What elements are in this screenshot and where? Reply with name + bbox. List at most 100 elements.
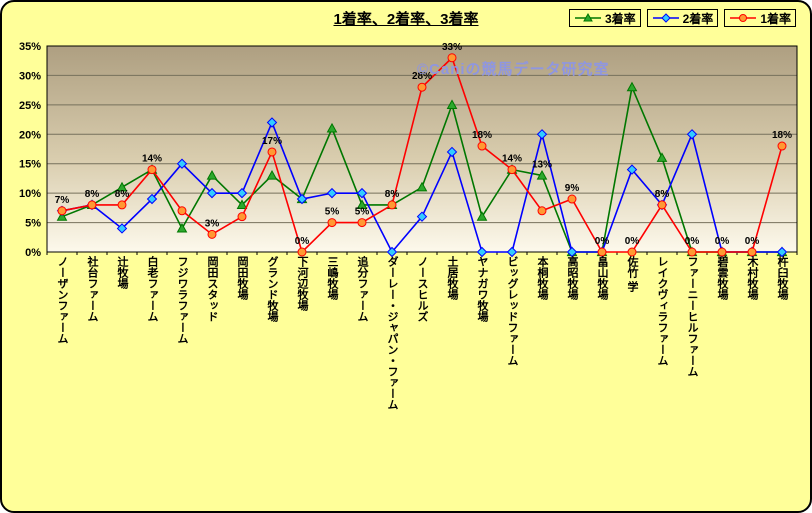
legend-diamond-marker-icon: [652, 12, 680, 24]
data-point-marker: [597, 247, 607, 257]
data-point-marker: [297, 247, 307, 257]
y-axis-tick-label: 5%: [25, 218, 41, 230]
y-axis-tick-label: 10%: [19, 188, 41, 200]
data-point-marker: [117, 200, 127, 210]
data-label: 14%: [502, 154, 522, 165]
data-label: 18%: [772, 130, 792, 141]
data-label: 28%: [412, 71, 432, 82]
data-point-marker: [506, 246, 518, 258]
data-point-marker: [326, 122, 338, 133]
legend-item-rate1: 1着率: [724, 9, 796, 27]
legend-triangle-marker-icon: [574, 12, 602, 24]
data-point-marker: [176, 158, 188, 169]
data-point-marker: [686, 129, 698, 140]
data-point-marker: [417, 82, 427, 92]
data-point-marker: [386, 246, 398, 258]
data-point-marker: [747, 247, 757, 257]
data-label: 13%: [532, 159, 552, 170]
data-point-marker: [56, 211, 68, 221]
legend-label: 3着率: [604, 11, 636, 26]
data-point-marker: [446, 99, 458, 109]
legend-item-rate3: 3着率: [568, 9, 641, 27]
data-point-marker: [416, 181, 428, 192]
data-point-marker: [776, 246, 788, 258]
data-point-marker: [87, 200, 97, 210]
data-point-marker: [267, 147, 277, 157]
data-point-marker: [266, 117, 278, 128]
data-label: 0%: [715, 236, 730, 247]
data-point-marker: [567, 194, 577, 204]
data-point-marker: [57, 206, 67, 216]
y-axis-tick-label: 25%: [19, 100, 41, 112]
chart-title: 1着率、2着率、3着率: [333, 11, 479, 28]
data-point-marker: [717, 247, 727, 257]
legend-circle-marker-icon: [729, 12, 757, 24]
data-point-marker: [116, 181, 128, 192]
data-label: 33%: [442, 42, 462, 53]
data-point-marker: [687, 247, 697, 257]
y-axis-tick-label: 0%: [25, 247, 41, 259]
y-axis-tick-label: 15%: [19, 159, 41, 171]
legend-marker-graphic: [730, 14, 757, 22]
data-point-marker: [656, 152, 668, 162]
data-point-marker: [146, 193, 158, 205]
data-label: 14%: [142, 154, 162, 165]
data-point-marker: [207, 229, 217, 239]
data-label: 5%: [325, 207, 340, 218]
data-point-marker: [446, 146, 458, 158]
data-point-marker: [327, 218, 337, 228]
y-axis-tick-label: 20%: [19, 129, 41, 141]
data-label: 7%: [55, 195, 70, 206]
data-point-marker: [356, 199, 368, 210]
data-point-marker: [296, 193, 308, 205]
data-label: 0%: [745, 236, 760, 247]
data-point-marker: [177, 206, 187, 216]
data-point-marker: [357, 218, 367, 228]
data-point-marker: [147, 165, 157, 175]
data-point-marker: [476, 211, 488, 221]
data-point-marker: [477, 141, 487, 151]
data-label: 3%: [205, 218, 220, 229]
data-label: 0%: [625, 236, 640, 247]
data-point-marker: [447, 53, 457, 63]
y-axis-tick-label: 35%: [19, 41, 41, 53]
data-point-marker: [566, 246, 578, 258]
data-point-marker: [237, 212, 247, 222]
legend-label: 2着率: [682, 11, 714, 26]
data-label: 0%: [685, 236, 700, 247]
legend-item-rate2: 2着率: [646, 9, 719, 27]
plot-area-border: [46, 45, 798, 253]
data-label: 0%: [595, 236, 610, 247]
data-label: 8%: [385, 189, 400, 200]
chart-legend: 3着率 2着率 1着率: [568, 9, 796, 27]
data-point-marker: [627, 247, 637, 257]
legend-label: 1着率: [760, 11, 791, 26]
data-point-marker: [326, 187, 338, 199]
data-point-marker: [176, 222, 188, 233]
data-point-marker: [507, 165, 517, 175]
data-label: 17%: [262, 136, 282, 147]
data-point-marker: [116, 223, 128, 234]
data-point-marker: [266, 169, 278, 180]
data-label: 8%: [655, 189, 670, 200]
data-point-marker: [537, 206, 547, 216]
watermark: ©Caniの競馬データ研究室: [417, 61, 610, 78]
data-point-marker: [356, 187, 368, 199]
data-point-marker: [416, 211, 428, 222]
data-point-marker: [476, 246, 488, 258]
data-point-marker: [536, 169, 548, 180]
data-point-marker: [657, 200, 667, 210]
data-point-marker: [536, 129, 548, 140]
y-axis-tick-label: 30%: [19, 70, 41, 82]
data-label: 0%: [295, 236, 310, 247]
data-label: 18%: [472, 130, 492, 141]
data-point-marker: [626, 81, 638, 92]
legend-marker-graphic: [574, 12, 601, 22]
data-label: 8%: [85, 189, 100, 200]
legend-marker-graphic: [652, 13, 679, 23]
data-point-marker: [236, 187, 248, 199]
data-point-marker: [236, 199, 248, 210]
data-point-marker: [206, 169, 218, 180]
data-label: 5%: [355, 207, 370, 218]
